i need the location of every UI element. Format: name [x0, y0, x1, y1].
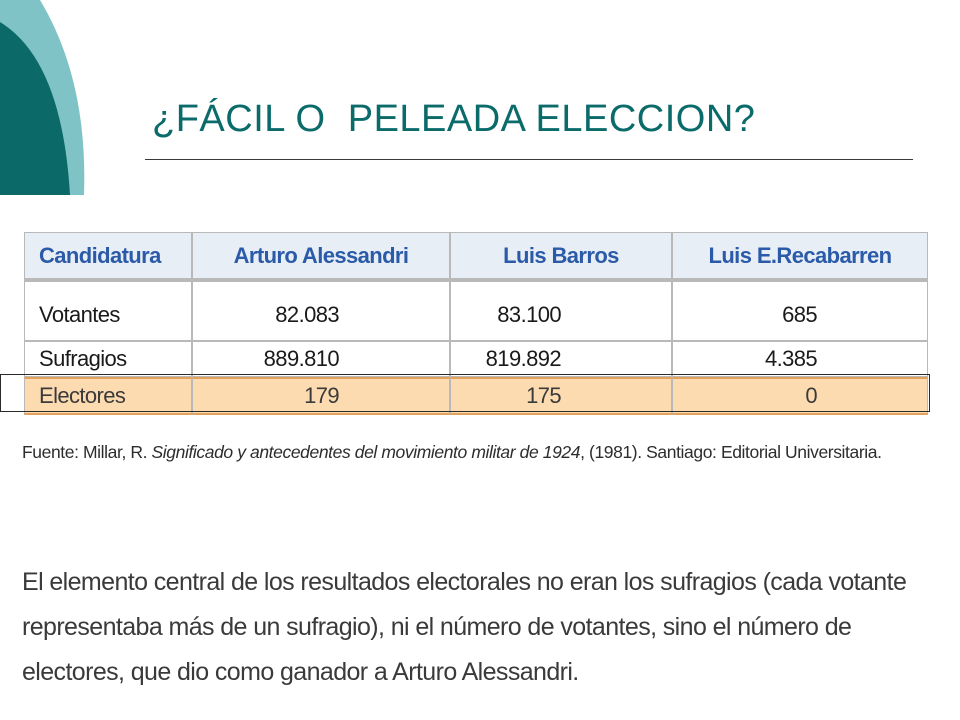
- source-suffix: , (1981). Santiago: Editorial Universita…: [580, 442, 882, 462]
- cell-value: 819.892: [450, 341, 672, 377]
- table-row-electores: Electores 179 175 0: [24, 377, 928, 415]
- paragraph-line: representaba más de un sufragio), ni el …: [22, 613, 852, 641]
- corner-dark-shape: [0, 22, 70, 195]
- row-label: Sufragios: [24, 341, 192, 377]
- paragraph-line: El elemento central de los resultados el…: [22, 568, 907, 596]
- source-citation: Fuente: Millar, R. Significado y anteced…: [22, 442, 882, 463]
- decorative-corner-shape: [0, 0, 85, 195]
- table-row-votantes: Votantes 82.083 83.100 685: [24, 281, 928, 341]
- cell-value: 685: [672, 281, 928, 341]
- header-luis-recabarren: Luis E.Recabarren: [672, 232, 928, 281]
- row-label: Electores: [24, 377, 192, 415]
- paragraph-line: electores, que dio como ganador a Arturo…: [22, 658, 579, 686]
- cell-value: 83.100: [450, 281, 672, 341]
- cell-value: 179: [192, 377, 450, 415]
- source-prefix: Fuente: Millar, R.: [22, 442, 152, 462]
- header-candidatura: Candidatura: [24, 232, 192, 281]
- table-row-sufragios: Sufragios 889.810 819.892 4.385: [24, 341, 928, 377]
- row-label: Votantes: [24, 281, 192, 341]
- cell-value: 0: [672, 377, 928, 415]
- explanation-paragraph: El elemento central de los resultados el…: [22, 560, 937, 695]
- header-luis-barros: Luis Barros: [450, 232, 672, 281]
- header-arturo-alessandri: Arturo Alessandri: [192, 232, 450, 281]
- table-header-row: Candidatura Arturo Alessandri Luis Barro…: [24, 232, 928, 281]
- cell-value: 82.083: [192, 281, 450, 341]
- title-underline: [145, 159, 913, 160]
- cell-value: 4.385: [672, 341, 928, 377]
- source-italic-title: Significado y antecedentes del movimient…: [151, 442, 581, 462]
- election-results-table: Candidatura Arturo Alessandri Luis Barro…: [24, 232, 928, 415]
- cell-value: 175: [450, 377, 672, 415]
- slide-title: ¿FÁCIL O PELEADA ELECCION?: [152, 98, 756, 140]
- cell-value: 889.810: [192, 341, 450, 377]
